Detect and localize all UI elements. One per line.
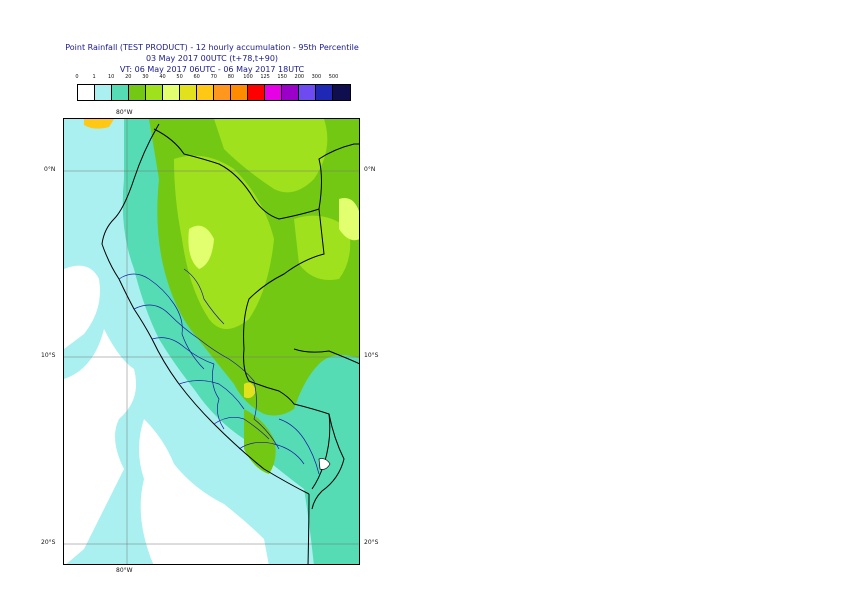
country-border-bolivia-north: [293, 348, 359, 365]
region-line-2: [133, 304, 200, 340]
legend-swatch: [196, 85, 214, 100]
region-line-11: [278, 418, 320, 475]
coastline-south: [307, 493, 310, 564]
legend-swatch: [145, 85, 163, 100]
lat-label-left-0: 0°N: [44, 166, 56, 173]
rain-field-40mm-b: [339, 198, 359, 241]
ocean-dry-3: [139, 419, 269, 564]
lat-label-right-0: 0°N: [364, 166, 376, 173]
rain-field-40mm: [188, 225, 214, 269]
legend-swatch: [230, 85, 248, 100]
rain-field-20mm-b: [244, 409, 276, 474]
color-legend: 0 1 10 20 30 40 50 60 70 80 100 125 150 200 300 500: [75, 74, 351, 104]
legend-threshold-label: 60: [193, 74, 200, 80]
legend-swatch: [247, 85, 265, 100]
region-line-7: [213, 417, 270, 440]
legend-threshold-label: 125: [260, 74, 270, 80]
rain-field-30mm-c: [294, 215, 351, 280]
lat-label-left-20s: 20°S: [41, 539, 56, 546]
legend-threshold-label: 80: [227, 74, 235, 80]
rain-field-30mm-b: [214, 119, 328, 193]
legend-swatch: [281, 85, 299, 100]
legend-color-bar: [77, 84, 351, 101]
region-line-8: [238, 442, 305, 465]
legend-threshold-label: 40: [159, 74, 166, 80]
lake-titicaca: [318, 458, 331, 470]
legend-threshold-label: 300: [311, 74, 322, 80]
country-border-ecuador-peru-brazil: [153, 128, 331, 490]
rain-field-50mm: [244, 382, 256, 399]
title-line-1: Point Rainfall (TEST PRODUCT) - 12 hourl…: [65, 43, 359, 52]
legend-threshold-label: 1: [92, 74, 96, 80]
legend-swatch: [298, 85, 316, 100]
ocean-dry-2: [64, 329, 137, 564]
legend-swatch: [332, 85, 350, 100]
legend-swatch: [78, 85, 95, 100]
country-border-bolivia: [311, 413, 345, 510]
region-line-6: [178, 380, 245, 410]
region-line-9: [212, 363, 225, 430]
region-line-3: [151, 337, 215, 365]
region-line-4: [173, 303, 205, 370]
legend-threshold-label: 70: [210, 74, 217, 80]
region-line-1: [118, 273, 175, 305]
title-line-2: 03 May 2017 00UTC (t+78,t+90): [145, 54, 279, 63]
rainfall-map: [63, 118, 360, 565]
legend-threshold-labels: 0 1 10 20 30 40 50 60 70 80 100 125 150 200 300 500: [75, 74, 347, 84]
region-line-5: [198, 338, 255, 382]
legend-swatch: [162, 85, 180, 100]
legend-threshold-label: 150: [277, 74, 287, 80]
legend-threshold-label: 200: [294, 74, 305, 80]
map-canvas: [64, 119, 359, 564]
legend-swatch: [179, 85, 197, 100]
legend-threshold-label: 20: [125, 74, 132, 80]
lon-label-bottom: 80°W: [116, 567, 133, 574]
title-line-3: VT: 06 May 2017 06UTC - 06 May 2017 18UT…: [119, 65, 305, 74]
legend-swatch: [128, 85, 146, 100]
ocean-dry-1: [64, 265, 100, 349]
legend-threshold-label: 30: [142, 74, 149, 80]
legend-threshold-label: 100: [243, 74, 253, 80]
legend-threshold-label: 10: [108, 74, 115, 80]
legend-threshold-label: 500: [328, 74, 339, 80]
region-line-12: [183, 268, 225, 325]
rain-field-60mm: [84, 119, 114, 129]
legend-swatch: [94, 85, 112, 100]
lat-label-right-10s: 10°S: [364, 352, 379, 359]
lon-label-top: 80°W: [116, 109, 133, 116]
country-border-colombia: [318, 143, 359, 210]
region-boundaries: [118, 268, 320, 475]
legend-swatch: [213, 85, 231, 100]
legend-swatch: [315, 85, 333, 100]
lat-label-right-20s: 20°S: [364, 539, 379, 546]
legend-swatch: [264, 85, 282, 100]
region-line-10: [253, 380, 280, 450]
title-block: Point Rainfall (TEST PRODUCT) - 12 hourl…: [0, 42, 424, 75]
ocean-cyan: [64, 119, 78, 249]
legend-threshold-label: 0: [75, 74, 79, 80]
legend-swatch: [111, 85, 129, 100]
legend-threshold-label: 50: [176, 74, 183, 80]
lat-label-left-10s: 10°S: [41, 352, 56, 359]
